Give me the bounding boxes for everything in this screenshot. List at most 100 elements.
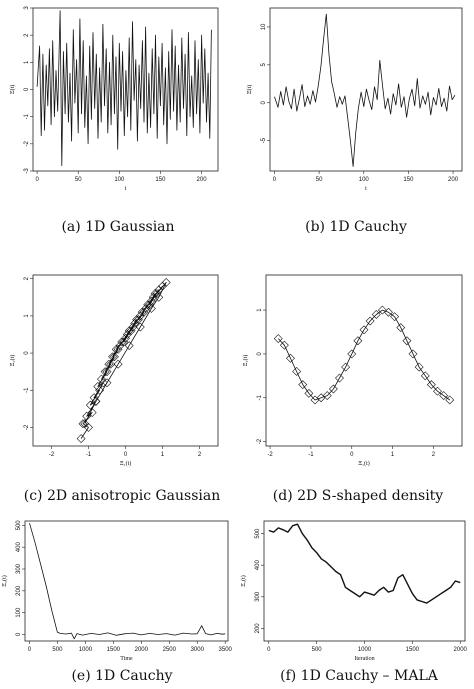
- chart-panel-b: 0 50 100 150 200 -5 0 5 10 t Ξ(t) (b) 1D Cauchy: [246, 7, 463, 235]
- y-tick-label: 0: [24, 351, 30, 355]
- data-point: [82, 411, 92, 421]
- y-tick-label: 0: [257, 352, 263, 356]
- data-point: [76, 434, 86, 443]
- y-axis-label: Ξ₁(t): [240, 575, 247, 587]
- data-point: [134, 315, 143, 325]
- y-tick-label: 500: [255, 528, 261, 539]
- series-line: [274, 13, 456, 167]
- series-line: [36, 10, 212, 167]
- plot-frame: [269, 7, 463, 172]
- chart-panel-e: 0 500 1000 1500 2000 2500 3000 3500 0 100 200 300 40…: [1, 520, 233, 684]
- data-point: [152, 289, 162, 299]
- chart-panel-d: -2 -1 0 1 2 -2 -1 0 1 Ξ₁(t) Ξ₂(t) (d) 2D S-shaped d…: [242, 274, 463, 504]
- data-point: [146, 296, 156, 306]
- x-tick-label: 1: [391, 452, 395, 458]
- x-tick-label: 2000: [454, 647, 468, 653]
- x-tick-label: 0: [35, 177, 39, 183]
- y-tick-label: 0: [261, 100, 267, 104]
- data-point: [102, 378, 112, 388]
- data-point: [84, 422, 93, 432]
- data-point: [154, 285, 164, 295]
- y-tick-label: -1: [257, 394, 263, 400]
- data-point: [445, 395, 455, 405]
- y-tick-label: 200: [16, 585, 22, 596]
- data-point: [80, 419, 90, 429]
- x-tick-label: 0: [350, 452, 354, 458]
- y-tick-label: 400: [255, 560, 261, 571]
- y-tick-label: 2: [24, 33, 30, 37]
- x-tick-label: 1: [161, 452, 165, 458]
- data-point: [286, 353, 295, 363]
- data-point: [371, 310, 381, 319]
- data-point: [154, 292, 164, 302]
- panel-caption: (a) 1D Gaussian: [61, 219, 174, 235]
- x-tick-label: 3500: [219, 647, 233, 653]
- x-axis-label: Iteration: [354, 656, 374, 662]
- data-point: [102, 367, 112, 377]
- x-axis-label: t: [365, 186, 367, 192]
- chart-panel-c: -2 -1 0 1 2 -2 -1 0 1 2 Ξ₁(t) Ξ₂(t) (c) 2D anisotrop…: [9, 274, 220, 504]
- plot-frame: [32, 274, 219, 447]
- plot-frame: [263, 520, 466, 642]
- x-tick-label: 2: [432, 452, 436, 458]
- data-point: [347, 349, 357, 359]
- x-tick-label: 3000: [191, 647, 205, 653]
- data-point: [115, 341, 125, 351]
- x-tick-label: -2: [267, 452, 273, 458]
- x-axis-label: t: [125, 186, 127, 192]
- data-point: [124, 326, 134, 336]
- y-tick-label: 400: [16, 542, 22, 553]
- y-tick-label: -2: [24, 141, 30, 147]
- data-point: [359, 325, 369, 335]
- x-tick-label: 50: [316, 177, 323, 183]
- x-tick-label: 150: [155, 177, 166, 183]
- y-tick-label: 1: [257, 308, 263, 312]
- y-tick-label: 1: [24, 314, 30, 318]
- x-tick-label: 0: [273, 177, 277, 183]
- y-tick-label: 1: [24, 60, 30, 64]
- data-point: [298, 380, 308, 390]
- data-point: [384, 307, 393, 317]
- y-tick-label: 200: [255, 623, 261, 634]
- y-tick-label: 5: [261, 63, 267, 67]
- y-tick-label: 300: [16, 563, 22, 574]
- data-point: [98, 378, 108, 388]
- data-point: [97, 374, 106, 384]
- data-point: [85, 400, 95, 410]
- data-point: [433, 386, 442, 396]
- x-tick-label: 500: [312, 647, 323, 653]
- x-tick-label: 100: [114, 177, 125, 183]
- x-tick-label: 1500: [406, 647, 420, 653]
- data-point: [121, 333, 130, 343]
- data-point: [146, 304, 156, 313]
- x-tick-label: 2000: [135, 647, 149, 653]
- data-point: [130, 318, 140, 328]
- data-point: [91, 396, 101, 406]
- data-point: [322, 391, 332, 401]
- data-point: [135, 322, 145, 332]
- data-point: [414, 362, 424, 372]
- x-axis-label: Ξ₁(t): [120, 460, 132, 467]
- series-line: [80, 281, 167, 439]
- y-tick-label: 2: [24, 276, 30, 280]
- x-tick-label: 100: [359, 177, 370, 183]
- data-point: [95, 385, 105, 395]
- x-tick-label: 200: [197, 177, 208, 183]
- data-point: [292, 367, 302, 376]
- x-axis-label: Ξ₁(t): [358, 460, 370, 467]
- data-point: [439, 391, 449, 401]
- y-axis-label: Ξ(t): [9, 85, 16, 95]
- data-point: [158, 281, 167, 291]
- data-point: [89, 393, 99, 403]
- data-point: [420, 371, 430, 381]
- series-line: [29, 523, 226, 640]
- x-tick-label: -2: [49, 452, 55, 458]
- x-tick-label: 2: [198, 452, 202, 458]
- data-point: [119, 337, 129, 347]
- data-point: [93, 382, 103, 391]
- panel-caption: (d) 2D S-shaped density: [273, 488, 444, 504]
- y-tick-label: -2: [24, 424, 30, 430]
- data-point: [126, 326, 136, 336]
- data-point: [353, 336, 363, 346]
- series-line: [278, 309, 451, 401]
